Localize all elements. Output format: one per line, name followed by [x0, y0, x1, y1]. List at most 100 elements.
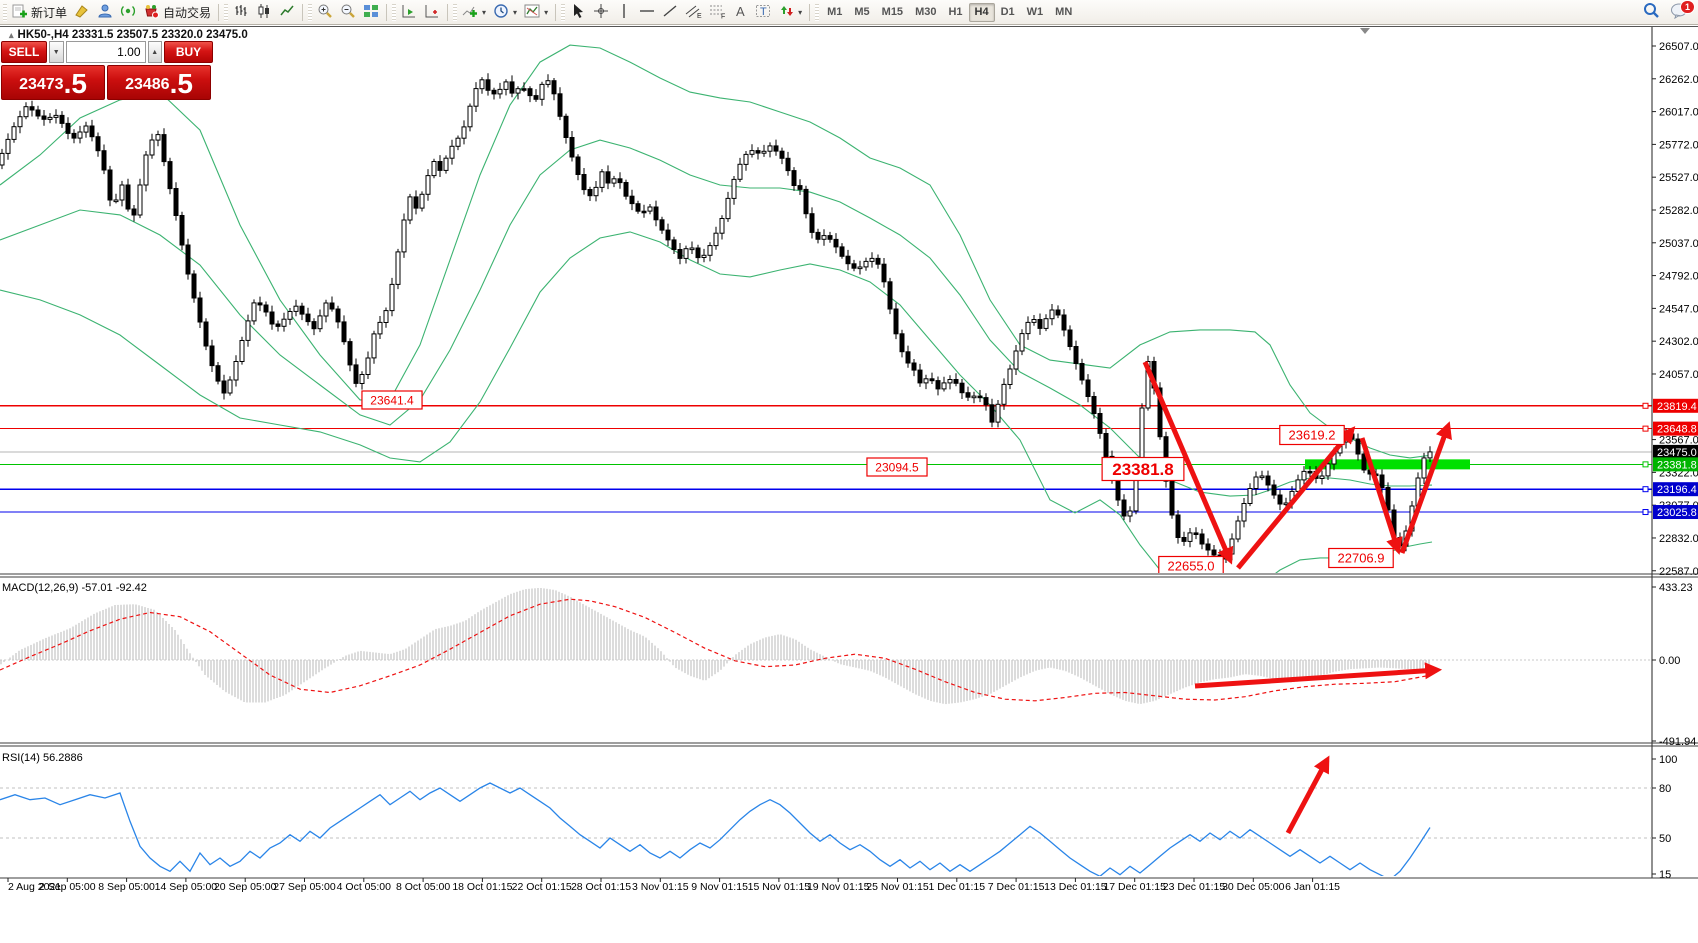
rsi-label: RSI(14) 56.2886: [2, 752, 83, 764]
price-callout-23641.4[interactable]: 23641.4: [361, 390, 423, 410]
macd-signal-line: [0, 598, 1431, 702]
sell-button[interactable]: SELL: [1, 41, 47, 63]
svg-text:23196.4: 23196.4: [1657, 484, 1697, 496]
text-tool-button[interactable]: A: [730, 2, 751, 23]
auto-scroll-button[interactable]: [398, 2, 420, 23]
bollinger-upper-band: [0, 44, 1433, 459]
toolbar-drag-handle[interactable]: [3, 3, 7, 21]
tile-windows-button[interactable]: [360, 2, 382, 23]
volume-decrease-spinner[interactable]: ▼: [49, 41, 64, 63]
chart-canvas[interactable]: 23641.4 23094.5 23381.8 23619.2 22655.0 22706…: [0, 26, 1698, 943]
vertical-line-tool-button[interactable]: [613, 2, 635, 23]
timeframe-m1-button[interactable]: M1: [821, 3, 848, 22]
crosshair-tool-button[interactable]: [590, 2, 612, 23]
svg-text:100: 100: [1659, 754, 1677, 766]
time-label: 13 Dec 01:15: [1044, 881, 1107, 893]
chart-window[interactable]: 23641.4 23094.5 23381.8 23619.2 22655.0 22706…: [0, 26, 1698, 943]
svg-text:25772.0: 25772.0: [1659, 139, 1698, 151]
timeframe-mn-button[interactable]: MN: [1049, 3, 1078, 22]
horizontal-line-icon: [639, 3, 655, 22]
new-order-label: 新订单: [31, 5, 68, 20]
horizontal-line-tool-button[interactable]: [636, 2, 658, 23]
price-callout-23094.5[interactable]: 23094.5: [866, 457, 928, 477]
toolbar-drag-handle[interactable]: [453, 3, 458, 21]
periods-button[interactable]: ▾: [490, 2, 520, 23]
chevron-down-icon: ▾: [544, 7, 549, 17]
volume-input[interactable]: [65, 41, 146, 63]
timeframe-h4-button[interactable]: H4: [968, 2, 995, 22]
timeframe-w1-button[interactable]: W1: [1021, 3, 1050, 22]
signal-button[interactable]: [117, 2, 139, 23]
line-anchor[interactable]: [1642, 486, 1649, 493]
svg-text:T: T: [760, 6, 767, 18]
line-anchor[interactable]: [1642, 402, 1649, 409]
trend-arrow[interactable]: [1142, 361, 1234, 565]
accounts-button[interactable]: [94, 2, 116, 23]
time-label: 2 Sep 05:00: [39, 881, 96, 893]
buy-price-display[interactable]: 23486.5: [107, 65, 211, 100]
indicators-button[interactable]: ▾: [459, 2, 489, 23]
svg-text:23641.4: 23641.4: [370, 393, 414, 407]
fibonacci-tool-button[interactable]: F: [706, 2, 729, 23]
toolbar-drag-handle[interactable]: [815, 3, 820, 21]
zoom-in-button[interactable]: [314, 2, 336, 23]
timeframe-m5-button[interactable]: M5: [848, 3, 875, 22]
cursor-tool-button[interactable]: [567, 2, 589, 23]
time-label: 8 Sep 05:00: [98, 881, 155, 893]
autotrading-button[interactable]: 自动交易: [140, 2, 214, 23]
notifications-button[interactable]: 1: [1667, 0, 1695, 23]
timeframe-m30-button[interactable]: M30: [909, 3, 942, 22]
toolbar-drag-handle[interactable]: [392, 3, 397, 21]
trend-arrow[interactable]: [1359, 437, 1403, 555]
price-callout-23381.8[interactable]: 23381.8: [1101, 456, 1185, 482]
line-anchor[interactable]: [1642, 509, 1649, 516]
arrows-tool-button[interactable]: ▾: [775, 2, 805, 23]
ohlc-bars-icon: [233, 3, 249, 22]
rsi-trend-arrow[interactable]: [1285, 755, 1330, 835]
rsi-pane: [0, 755, 1652, 876]
toolbar-drag-handle[interactable]: [308, 3, 313, 21]
macd-trend-arrow[interactable]: [1194, 662, 1443, 689]
templates-button[interactable]: ▾: [521, 2, 551, 23]
chart-shift-marker-icon[interactable]: [1360, 28, 1370, 34]
price-callout-23619.2[interactable]: 23619.2: [1279, 424, 1345, 446]
svg-text:25037.0: 25037.0: [1659, 238, 1698, 250]
autotrading-label: 自动交易: [163, 5, 212, 20]
svg-text:23819.4: 23819.4: [1657, 401, 1697, 413]
trend-arrow[interactable]: [1399, 421, 1452, 554]
line-chart-mode-button[interactable]: [276, 2, 298, 23]
line-anchor[interactable]: [1642, 425, 1649, 432]
timeframe-m15-button[interactable]: M15: [876, 3, 909, 22]
toolbar: 新订单 自动交易 ▾ ▾ ▾ E F A T ▾ M1 M5 M15 M30 H1 H4 D…: [0, 0, 1698, 25]
volume-increase-spinner[interactable]: ▲: [147, 41, 162, 63]
buy-button[interactable]: BUY: [164, 41, 213, 63]
timeframe-h1-button[interactable]: H1: [942, 3, 968, 22]
search-button[interactable]: [1639, 2, 1663, 23]
support-zone-segment[interactable]: [1305, 459, 1470, 470]
price-callout-22655.0[interactable]: 22655.0: [1158, 555, 1224, 576]
time-label: 6 Jan 01:15: [1285, 881, 1340, 893]
bar-chart-mode-button[interactable]: [230, 2, 252, 23]
line-anchor[interactable]: [1642, 461, 1649, 468]
toolbar-drag-handle[interactable]: [561, 3, 566, 21]
toolbar-drag-handle[interactable]: [224, 3, 229, 21]
channel-tool-button[interactable]: E: [682, 2, 705, 23]
svg-text:24792.0: 24792.0: [1659, 271, 1698, 283]
trendline-tool-button[interactable]: [659, 2, 681, 23]
new-order-button[interactable]: 新订单: [9, 2, 70, 23]
history-center-button[interactable]: [71, 2, 93, 23]
chart-shift-button[interactable]: [421, 2, 443, 23]
zoom-out-button[interactable]: [337, 2, 359, 23]
svg-text:23381.8: 23381.8: [1657, 459, 1697, 471]
price-callout-22706.9[interactable]: 22706.9: [1328, 547, 1394, 569]
text-label-tool-button[interactable]: T: [752, 2, 774, 23]
sell-price-display[interactable]: 23473.5: [1, 65, 105, 100]
svg-text:-491.94: -491.94: [1659, 736, 1696, 748]
svg-text:24057.0: 24057.0: [1659, 369, 1698, 381]
collapse-triangle-icon[interactable]: ▴: [9, 30, 14, 40]
timeframe-d1-button[interactable]: D1: [995, 3, 1021, 22]
trend-arrow[interactable]: [1236, 426, 1356, 570]
candlestick-mode-button[interactable]: [253, 2, 275, 23]
time-label: 17 Dec 01:15: [1103, 881, 1166, 893]
svg-text:26017.0: 26017.0: [1659, 107, 1698, 119]
